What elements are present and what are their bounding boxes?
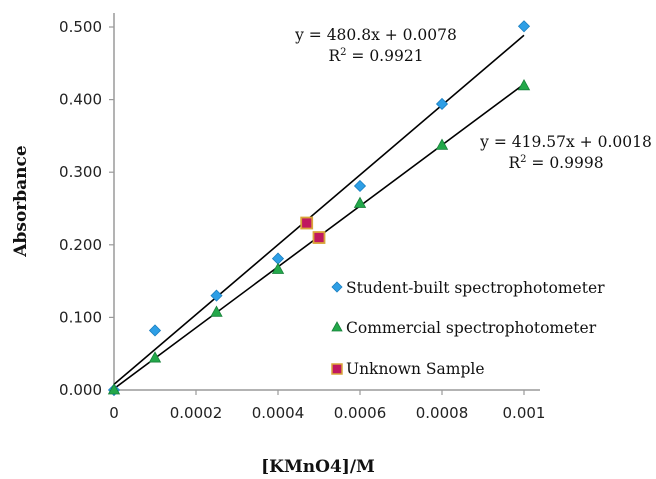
student-data-point: [210, 289, 223, 302]
legend-label-student: Student-built spectrophotometer: [346, 279, 605, 297]
x-tick-label: 0: [109, 404, 119, 422]
y-tick-label: 0.300: [59, 163, 102, 181]
axis-ticks: 0.000 0.100 0.200 0.300 0.400 0.500 0 0.0002 0.0…: [59, 18, 545, 422]
commercial-data-point: [353, 196, 367, 208]
student-data-point: [353, 179, 367, 193]
legend-diamond-marker: [331, 281, 343, 293]
y-tick-label: 0.200: [59, 236, 102, 254]
commercial-data-point: [435, 138, 449, 150]
commercial-data-point: [517, 78, 531, 91]
y-tick-label: 0.500: [59, 18, 102, 36]
legend-item-student: Student-built spectrophotometer: [331, 279, 605, 297]
y-tick-label: 0.400: [59, 91, 102, 109]
commercial-data-point: [148, 351, 162, 363]
y-tick-label: 0.100: [59, 308, 102, 326]
x-axis-title: [KMnO4]/M: [261, 457, 375, 477]
student-data-point: [435, 97, 449, 111]
student-trendline-annotation: y = 480.8x + 0.0078 R2 = 0.9921: [294, 26, 457, 65]
student-data-point: [148, 324, 162, 337]
x-tick-label: 0.0002: [170, 404, 223, 422]
y-tick-label: 0.000: [59, 381, 102, 399]
unknown-sample-point: [300, 216, 314, 230]
commercial-r-squared: R2 = 0.9998: [508, 154, 603, 172]
legend-label-unknown: Unknown Sample: [346, 360, 485, 378]
x-tick-label: 0.001: [503, 404, 546, 422]
y-axis-title: Absorbance: [11, 145, 31, 258]
legend-item-unknown: Unknown Sample: [331, 360, 485, 378]
data-points: [107, 20, 531, 397]
student-equation: y = 480.8x + 0.0078: [294, 26, 457, 44]
x-tick-label: 0.0006: [334, 404, 387, 422]
commercial-trendline-annotation: y = 419.57x + 0.0018 R2 = 0.9998: [479, 133, 652, 172]
legend-square-marker: [331, 363, 343, 375]
legend-triangle-marker: [331, 321, 343, 332]
student-data-point: [271, 252, 285, 265]
commercial-data-point: [271, 262, 285, 274]
x-tick-label: 0.0004: [252, 404, 305, 422]
commercial-data-point: [107, 383, 121, 395]
commercial-data-point: [210, 305, 223, 317]
commercial-equation: y = 419.57x + 0.0018: [479, 133, 652, 151]
x-tick-label: 0.0008: [416, 404, 469, 422]
legend-label-commercial: Commercial spectrophotometer: [346, 319, 597, 337]
student-data-point: [517, 20, 531, 33]
unknown-sample-point: [312, 231, 326, 244]
student-trendline: [113, 34, 525, 385]
legend-item-commercial: Commercial spectrophotometer: [331, 319, 597, 337]
student-r-squared: R2 = 0.9921: [328, 47, 423, 65]
legend: Student-built spectrophotometer Commerci…: [331, 279, 605, 378]
